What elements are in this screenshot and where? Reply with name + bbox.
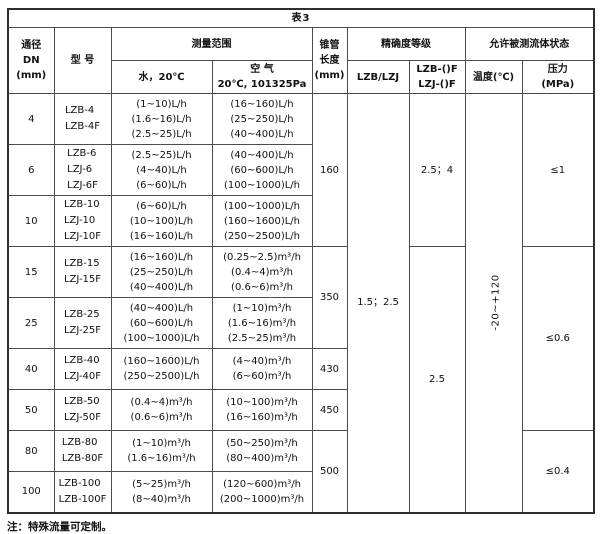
cell-accuracy-lzbf: 2.5 — [408, 246, 466, 513]
table-row: 10 LZB-10 LZJ-10 LZJ-10F (6~60)L/h (10~1… — [7, 195, 594, 247]
col-header-temperature: 温度(℃) — [464, 60, 523, 94]
cell-models: LZB-25 LZJ-25F — [53, 297, 112, 349]
col-header-fluid-state-group: 允许被测流体状态 — [464, 27, 595, 61]
col-header-air: 空 气 20℃, 101325Pa — [211, 60, 313, 94]
model-list: LZB-10 LZJ-10 LZJ-10F — [63, 199, 102, 242]
cell-air-range: (16~160)L/h (25~250)L/h (40~400)L/h — [211, 93, 313, 145]
cell-water-range: (16~160)L/h (25~250)L/h (40~400)L/h — [110, 246, 213, 298]
cell-cone-length: 500 — [311, 430, 348, 513]
col-header-water: 水，20℃ — [110, 60, 213, 94]
col-header-range-group: 测量范围 — [110, 27, 313, 61]
flowmeter-spec-table: 表3 通径 DN (mm) 型 号 测量范围 锥管 长度 (mm) 精确度等级 … — [7, 8, 596, 514]
col-header-lzb-lzj: LZB/LZJ — [346, 60, 410, 94]
cell-air-range: (40~400)L/h (60~600)L/h (100~1000)L/h — [211, 144, 313, 196]
model-list: LZB-80 LZB-80F — [61, 437, 104, 464]
cell-water-range: (1~10)L/h (1.6~16)L/h (2.5~25)L/h — [110, 93, 213, 145]
temperature-value: -20~+120 — [490, 274, 502, 331]
table-row: 100 LZB-100 LZB-100F (5~25)m³/h (8~40)m³… — [7, 471, 594, 513]
col-header-model: 型 号 — [53, 27, 112, 94]
model-list: LZB-4 LZB-4F — [64, 105, 100, 132]
table-row: 40 LZB-40 LZJ-40F (160~1600)L/h (250~250… — [7, 348, 594, 390]
cell-dn: 15 — [7, 246, 55, 298]
table-row: 6 LZB-6 LZJ-6 LZJ-6F (2.5~25)L/h (4~40)L… — [7, 144, 594, 196]
cell-water-range: (0.4~4)m³/h (0.6~6)m³/h — [110, 389, 213, 431]
cell-water-range: (6~60)L/h (10~100)L/h (16~160)L/h — [110, 195, 213, 247]
table-row: 15 LZB-15 LZJ-15F (16~160)L/h (25~250)L/… — [7, 246, 595, 513]
cell-models: LZB-15 LZJ-15F — [53, 246, 112, 298]
cell-water-range: (2.5~25)L/h (4~40)L/h (6~60)L/h — [110, 144, 213, 196]
col-header-dn: 通径 DN (mm) — [7, 27, 55, 94]
cell-cone-length: 430 — [311, 348, 348, 390]
cell-water-range: (160~1600)L/h (250~2500)L/h — [110, 348, 213, 390]
cell-water-range: (40~400)L/h (60~600)L/h (100~1000)L/h — [110, 297, 213, 349]
header-row-groups: 通径 DN (mm) 型 号 测量范围 锥管 长度 (mm) 精确度等级 允许被… — [7, 27, 595, 94]
table-row: 50 LZB-50 LZJ-50F (0.4~4)m³/h (0.6~6)m³/… — [7, 389, 594, 431]
table-row: 4 LZB-4 LZB-4F (1~10)L/h (1.6~16)L/h (2.… — [7, 93, 595, 513]
col-header-pressure: 压力 (MPa) — [521, 60, 595, 94]
cell-accuracy-lzbf: 2.5；4 — [408, 93, 466, 247]
cell-cone-length: 450 — [311, 389, 348, 431]
col-header-accuracy-group: 精确度等级 — [346, 27, 466, 61]
cell-air-range: (0.25~2.5)m³/h (0.4~4)m³/h (0.6~6)m³/h — [211, 246, 313, 298]
cell-water-range: (5~25)m³/h (8~40)m³/h — [110, 471, 213, 513]
table-row: 25 LZB-25 LZJ-25F (40~400)L/h (60~600)L/… — [7, 297, 594, 349]
col-header-lzbf: LZB-()F LZJ-()F — [408, 60, 466, 94]
cell-temperature: -20~+120 — [464, 93, 523, 513]
cell-cone-length: 160 — [311, 93, 348, 247]
cell-air-range: (1~10)m³/h (1.6~16)m³/h (2.5~25)m³/h — [211, 297, 313, 349]
model-list: LZB-50 LZJ-50F — [63, 396, 102, 423]
cell-dn: 50 — [7, 389, 55, 431]
cell-air-range: (50~250)m³/h (80~400)m³/h — [211, 430, 313, 472]
cell-dn: 4 — [7, 93, 55, 145]
table-title: 表3 — [7, 8, 595, 28]
cell-models: LZB-4 LZB-4F — [53, 93, 112, 145]
cell-dn: 80 — [7, 430, 55, 472]
model-list: LZB-15 LZJ-15F — [63, 258, 102, 285]
cell-dn: 100 — [7, 471, 55, 513]
model-list: LZB-100 LZB-100F — [58, 477, 107, 505]
cell-pressure: ≤0.6 — [521, 246, 595, 431]
cell-air-range: (120~600)m³/h (200~1000)m³/h — [211, 471, 313, 513]
model-list: LZB-6 LZJ-6 LZJ-6F — [67, 148, 98, 191]
cell-accuracy-lzb: 1.5；2.5 — [346, 93, 410, 513]
cell-dn: 6 — [7, 144, 55, 196]
footnote: 注：特殊流量可定制。 — [7, 520, 112, 533]
cell-air-range: (100~1000)L/h (160~1600)L/h (250~2500)L/… — [211, 195, 313, 247]
model-list: LZB-40 LZJ-40F — [63, 355, 102, 382]
cell-models: LZB-80 LZB-80F — [53, 430, 112, 472]
table-title-row: 表3 — [7, 8, 595, 28]
cell-air-range: (4~40)m³/h (6~60)m³/h — [211, 348, 313, 390]
cell-dn: 25 — [7, 297, 55, 349]
cell-models: LZB-50 LZJ-50F — [53, 389, 112, 431]
cell-water-range: (1~10)m³/h (1.6~16)m³/h — [110, 430, 213, 472]
cell-air-range: (10~100)m³/h (16~160)m³/h — [211, 389, 313, 431]
cell-models: LZB-6 LZJ-6 LZJ-6F — [53, 144, 112, 196]
cell-models: LZB-40 LZJ-40F — [53, 348, 112, 390]
col-header-cone-length: 锥管 长度 (mm) — [311, 27, 348, 94]
cell-pressure: ≤1 — [521, 93, 595, 247]
cell-dn: 10 — [7, 195, 55, 247]
cell-models: LZB-10 LZJ-10 LZJ-10F — [53, 195, 112, 247]
model-list: LZB-25 LZJ-25F — [63, 309, 102, 336]
cell-models: LZB-100 LZB-100F — [53, 471, 112, 513]
cell-pressure: ≤0.4 — [521, 430, 595, 513]
cell-dn: 40 — [7, 348, 55, 390]
cell-cone-length: 350 — [311, 246, 348, 349]
table-row: 80 LZB-80 LZB-80F (1~10)m³/h (1.6~16)m³/… — [7, 430, 595, 513]
